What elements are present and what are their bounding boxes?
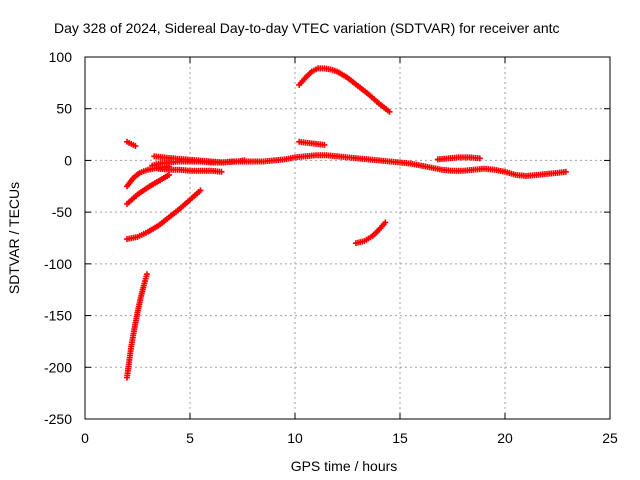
- y-tick-label: -150: [44, 308, 72, 324]
- series-arc-mid-low: [352, 219, 389, 247]
- chart-title: Day 328 of 2024, Sidereal Day-to-day VTE…: [54, 20, 560, 36]
- data-point: [382, 219, 389, 226]
- series-arc-peak: [296, 65, 393, 115]
- y-axis-label: SDTVAR / TECUs: [6, 182, 22, 294]
- data-point: [562, 168, 569, 175]
- x-tick-label: 0: [81, 430, 89, 446]
- x-tick-label: 10: [287, 430, 303, 446]
- series-arc-main: [149, 152, 569, 179]
- data-point: [386, 108, 393, 115]
- x-axis-label: GPS time / hours: [291, 458, 398, 474]
- plot-frame: [84, 56, 611, 420]
- x-tick-label: 25: [602, 430, 618, 446]
- series-arc-a: [124, 163, 172, 190]
- y-tick-label: -250: [44, 411, 72, 427]
- data-point: [476, 155, 483, 162]
- series-arc-b: [124, 171, 172, 207]
- data-points: [124, 65, 569, 381]
- y-tick-label: -100: [44, 256, 72, 272]
- data-point: [321, 141, 328, 148]
- x-tick-label: 15: [392, 430, 408, 446]
- y-tick-label: -200: [44, 359, 72, 375]
- y-tick-label: 100: [49, 49, 73, 65]
- y-tick-label: 50: [56, 101, 72, 117]
- series-arc-steep: [124, 271, 150, 381]
- series-arc-upper-band: [151, 153, 248, 166]
- x-tick-label: 20: [497, 430, 513, 446]
- series-arc-small-top: [124, 138, 139, 149]
- data-point: [241, 157, 248, 164]
- series-arc-top-mid-a: [296, 138, 328, 148]
- data-point: [166, 171, 172, 178]
- data-point: [143, 271, 150, 278]
- x-tick-label: 5: [186, 430, 194, 446]
- data-point: [218, 168, 225, 175]
- series-arc-c: [124, 187, 204, 243]
- data-point: [197, 187, 204, 194]
- y-tick-label: 0: [64, 152, 72, 168]
- series-arc-late-hump: [434, 154, 483, 163]
- grid-lines: [85, 57, 610, 419]
- data-point: [166, 163, 172, 170]
- y-tick-label: -50: [52, 204, 72, 220]
- data-point: [132, 142, 139, 149]
- axis-ticks: 0 5 10 15 20 25 -250 -200 -150 -100 -50 0 50 100: [44, 49, 618, 446]
